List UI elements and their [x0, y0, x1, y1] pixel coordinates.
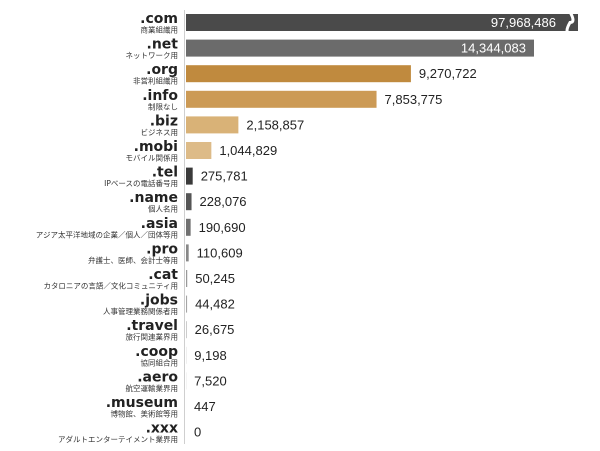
category-label: .asia — [141, 216, 178, 232]
category-label: .jobs — [140, 293, 178, 309]
category-description: 制限なし — [148, 101, 178, 111]
value-label: 228,076 — [200, 194, 247, 209]
category-description: アジア太平洋地域の企業／個人／団体等用 — [36, 229, 178, 239]
category-label: .biz — [150, 113, 178, 129]
bar-name — [186, 193, 192, 211]
value-label: 190,690 — [199, 220, 246, 235]
bar-mobi — [186, 142, 212, 159]
value-label: 9,270,722 — [419, 66, 477, 81]
value-label: 26,675 — [195, 322, 235, 337]
category-description: ネットワーク用 — [126, 51, 179, 60]
value-label: 0 — [194, 425, 201, 440]
category-label: .cat — [148, 267, 178, 283]
category-label: .org — [146, 62, 178, 78]
bar-jobs — [186, 295, 188, 313]
value-label: 7,853,775 — [385, 92, 443, 107]
bar-org — [186, 65, 411, 83]
value-label: 1,044,829 — [219, 143, 277, 158]
value-label: 7,520 — [194, 373, 227, 388]
category-label: .travel — [126, 318, 178, 334]
category-label: .aero — [137, 369, 178, 385]
category-description: 協同組合用 — [141, 357, 179, 367]
bar-travel — [186, 321, 187, 339]
category-description: 弁護士、医師、会計士等用 — [88, 255, 178, 265]
value-label: 14,344,083 — [461, 41, 526, 56]
bar-asia — [186, 218, 191, 236]
category-description: 個人名用 — [148, 204, 178, 214]
category-description: 非営利組織用 — [133, 76, 178, 86]
bar-com — [186, 14, 578, 31]
value-label: 97,968,486 — [491, 15, 556, 30]
value-label: 110,609 — [197, 245, 243, 260]
value-label: 9,198 — [194, 348, 227, 363]
bar-cat — [186, 270, 188, 287]
category-label: .net — [147, 37, 179, 53]
category-label: .name — [129, 190, 178, 206]
value-label: 275,781 — [201, 169, 248, 184]
category-description: 商業組織用 — [141, 25, 179, 35]
category-description: カタロニアの言語／文化コミュニティ用 — [43, 281, 178, 291]
category-description: アダルトエンターテイメント業界用 — [58, 434, 178, 444]
axis-break-mark — [565, 11, 575, 35]
category-description: モバイル関係用 — [126, 154, 179, 163]
value-label: 447 — [194, 399, 216, 414]
category-description: 人事管理業務関係者用 — [103, 306, 178, 316]
bar-net — [186, 39, 534, 57]
category-label: .coop — [135, 344, 178, 360]
category-description: ビジネス用 — [141, 128, 179, 137]
category-description: 旅行関連業界用 — [126, 332, 179, 342]
category-description: 航空運輸業界用 — [126, 383, 179, 393]
bar-pro — [186, 244, 189, 262]
value-label: 50,245 — [195, 271, 235, 286]
category-label: .tel — [152, 165, 178, 181]
value-label: 44,482 — [195, 297, 235, 312]
category-label: .pro — [146, 241, 178, 257]
category-label: .com — [140, 11, 178, 27]
value-label: 2,158,857 — [246, 117, 304, 132]
bar-info — [186, 90, 377, 108]
category-label: .info — [142, 88, 178, 104]
bar-tel — [186, 167, 193, 185]
category-label: .mobi — [134, 139, 178, 155]
category-description: 博物館、美術館等用 — [111, 409, 179, 419]
category-label: .xxx — [146, 421, 178, 437]
category-description: IPベースの電話番号用 — [104, 178, 178, 188]
bar-biz — [186, 116, 239, 134]
category-label: .museum — [106, 395, 178, 411]
